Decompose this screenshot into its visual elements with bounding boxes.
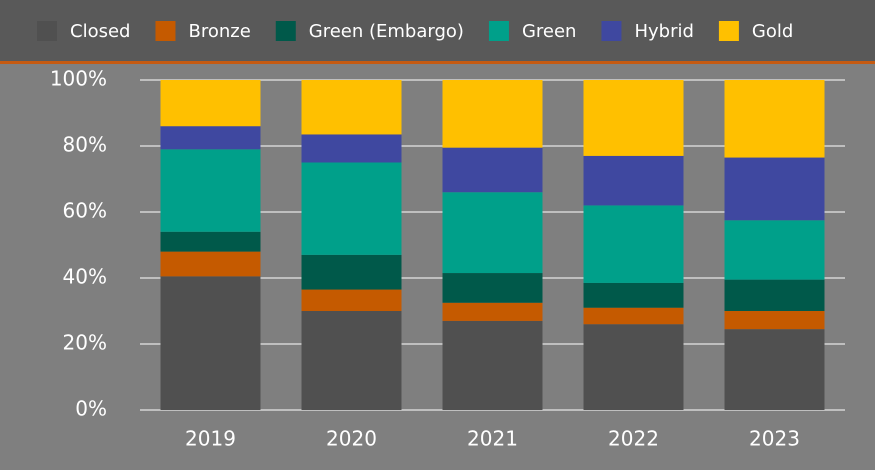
bar-segment	[724, 80, 825, 158]
bar-segment	[301, 311, 402, 410]
legend-swatch	[601, 21, 622, 41]
y-tick-label: 80%	[63, 133, 107, 157]
bar-segment	[724, 157, 825, 221]
bar-segment	[301, 254, 402, 290]
legend-label: Green	[522, 21, 577, 42]
bar-segment	[724, 311, 825, 330]
bar-segment	[442, 320, 543, 410]
bar-segment	[160, 80, 261, 127]
y-tick-label: 100%	[50, 67, 107, 91]
x-tick-label: 2023	[749, 427, 800, 451]
bar-segment	[442, 147, 543, 193]
y-tick-label: 20%	[63, 331, 107, 355]
bar-segment	[301, 134, 402, 163]
bar-segment	[724, 220, 825, 280]
bar-segment	[724, 279, 825, 311]
legend-label: Gold	[752, 21, 793, 42]
y-tick-label: 60%	[63, 199, 107, 223]
x-tick-label: 2021	[467, 427, 518, 451]
bar-segment	[160, 126, 261, 150]
x-tick-label: 2022	[608, 427, 659, 451]
y-tick-label: 0%	[75, 397, 107, 421]
bar-segment	[583, 155, 684, 206]
legend-swatch	[718, 21, 739, 41]
bar-segment	[583, 324, 684, 410]
bar-segment	[442, 273, 543, 303]
bar-segment	[442, 192, 543, 274]
bar-segment	[301, 162, 402, 255]
bar-segment	[160, 231, 261, 252]
legend-label: Bronze	[188, 21, 250, 42]
bar-segment	[160, 251, 261, 277]
legend-divider	[0, 61, 875, 64]
bar-segment	[583, 205, 684, 283]
legend-label: Green (Embargo)	[309, 21, 464, 42]
legend-swatch	[155, 21, 176, 41]
x-tick-label: 2020	[326, 427, 377, 451]
legend-swatch	[488, 21, 509, 41]
legend-label: Hybrid	[634, 21, 693, 42]
bar-segment	[442, 80, 543, 148]
bar-segment	[160, 276, 261, 410]
y-tick-label: 40%	[63, 265, 107, 289]
bar-segment	[583, 282, 684, 308]
bar-segment	[160, 149, 261, 232]
bar-segment	[724, 329, 825, 410]
bar-segment	[301, 80, 402, 135]
legend-swatch	[37, 21, 57, 41]
bar-segment	[583, 80, 684, 156]
legend-label: Closed	[70, 21, 130, 42]
x-tick-label: 2019	[185, 427, 236, 451]
bar-segment	[442, 302, 543, 321]
bar-segment	[583, 307, 684, 325]
legend-swatch	[275, 21, 296, 41]
bar-segment	[301, 289, 402, 311]
